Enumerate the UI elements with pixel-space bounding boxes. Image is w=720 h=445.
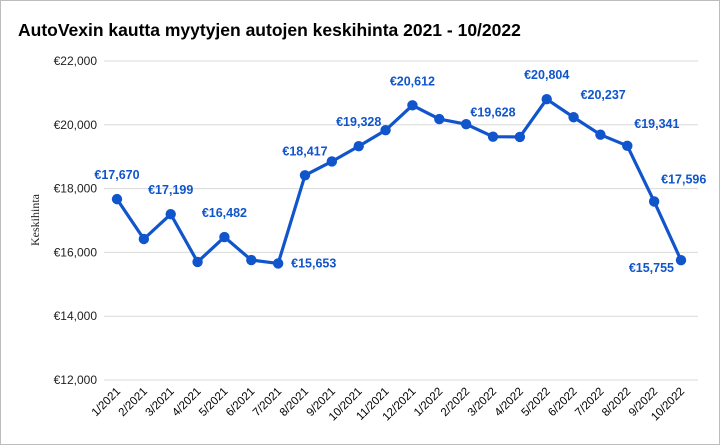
data-point (326, 156, 338, 167)
data-point (648, 196, 660, 207)
x-tick-label: 5/2021 (197, 386, 230, 419)
x-tick-label: 8/2021 (278, 386, 311, 419)
x-tick-label: 5/2022 (519, 386, 552, 419)
series-line (115, 97, 683, 266)
data-point (514, 131, 526, 143)
data-point (622, 140, 633, 152)
y-tick-label: €22,000 (54, 54, 98, 68)
data-label: €17,670 (94, 168, 139, 182)
x-tick-label: 7/2021 (251, 386, 284, 419)
data-label: €19,328 (336, 115, 381, 129)
data-point (380, 125, 391, 136)
x-tick-label: 3/2022 (466, 386, 499, 419)
data-labels: €17,670 €17,199 €16,482 €15,653 €18,417 €19,3… (94, 68, 706, 275)
data-point (353, 141, 364, 152)
y-axis: €12,000 €14,000 €16,000 €18,000 €20,000 €22,0… (54, 54, 98, 387)
x-tick-label: 4/2021 (170, 386, 203, 419)
data-point (299, 170, 311, 181)
x-axis: 1/20212/20213/20214/20215/20216/20217/20… (90, 386, 687, 424)
data-label: €19,341 (634, 117, 679, 131)
x-tick-label: 8/2022 (600, 386, 633, 419)
data-point (111, 193, 123, 205)
data-point (407, 100, 418, 111)
data-label: €15,653 (291, 256, 336, 270)
data-label: €19,628 (470, 106, 515, 120)
data-label: €17,596 (661, 172, 706, 186)
data-point (165, 208, 176, 220)
data-point (460, 118, 472, 130)
data-point (219, 231, 230, 243)
data-point (434, 113, 445, 125)
y-tick-label: €18,000 (54, 182, 98, 196)
data-label: €15,755 (629, 261, 674, 275)
data-point (541, 93, 552, 105)
x-tick-label: 1/2021 (90, 386, 123, 419)
data-point (595, 129, 606, 140)
data-point (675, 255, 687, 266)
x-tick-label: 1/2022 (412, 386, 445, 419)
data-point (246, 254, 257, 266)
gridlines (104, 60, 698, 381)
data-point (568, 112, 579, 123)
data-series (111, 93, 687, 269)
y-tick-label: €12,000 (54, 373, 98, 387)
x-tick-label: 7/2022 (573, 386, 606, 419)
y-tick-label: €20,000 (54, 118, 98, 132)
chart-title: AutoVexin kautta myytyjen autojen keskih… (18, 20, 521, 40)
y-tick-label: €14,000 (54, 309, 98, 323)
data-label: €20,612 (390, 74, 435, 88)
y-tick-label: €16,000 (54, 245, 98, 259)
data-point (487, 131, 499, 142)
data-label: €20,237 (581, 88, 626, 102)
x-tick-label: 3/2021 (143, 386, 176, 419)
y-axis-label: Keskihinta (28, 193, 42, 246)
data-label: €17,199 (148, 183, 193, 197)
x-tick-label: 6/2021 (224, 386, 257, 419)
data-point (192, 256, 203, 268)
x-tick-label: 4/2022 (493, 386, 526, 419)
x-tick-label: 2/2022 (439, 386, 472, 419)
data-label: €16,482 (202, 206, 247, 220)
x-tick-label: 2/2021 (117, 386, 150, 419)
data-label: €20,804 (524, 68, 569, 82)
data-point (138, 233, 150, 245)
data-point (272, 258, 284, 269)
data-label: €18,417 (282, 144, 327, 158)
x-tick-label: 6/2022 (546, 386, 579, 419)
